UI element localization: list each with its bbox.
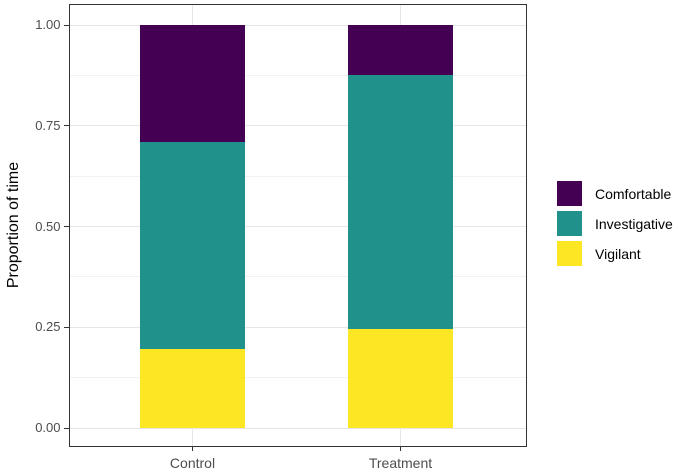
y-tick-label: 0.00 xyxy=(35,420,61,435)
bar-segment-control-comfortable xyxy=(140,25,245,142)
grid-minor-line xyxy=(68,175,527,177)
legend-label: Investigative xyxy=(595,215,673,232)
bar-segment-treatment-comfortable xyxy=(348,25,453,76)
x-tick-mark xyxy=(400,446,401,451)
grid-major-line xyxy=(68,427,527,429)
grid-major-line xyxy=(68,326,527,328)
legend-label: Vigilant xyxy=(595,245,641,262)
grid-minor-line xyxy=(68,276,527,278)
grid-minor-line xyxy=(68,74,527,76)
plot-panel xyxy=(68,3,527,447)
grid-major-line xyxy=(68,24,527,26)
legend-item-vigilant: Vigilant xyxy=(557,241,685,266)
x-tick-label-treatment: Treatment xyxy=(368,454,433,471)
legend-swatch xyxy=(557,241,582,266)
legend-item-investigative: Investigative xyxy=(557,211,685,236)
bar-segment-control-vigilant xyxy=(140,349,245,428)
grid-major-line xyxy=(68,125,527,127)
y-tick-label: 0.25 xyxy=(35,319,61,335)
x-tick-label-control: Control xyxy=(169,454,216,471)
bar-segment-treatment-vigilant xyxy=(348,329,453,428)
legend-label: Comfortable xyxy=(595,185,672,202)
y-axis-title: Proportion of time xyxy=(5,161,22,289)
y-tick-label: 0.50 xyxy=(35,218,61,234)
legend-swatch xyxy=(557,211,582,236)
y-tick-label: 0.75 xyxy=(35,117,61,133)
x-tick-mark xyxy=(192,446,193,451)
legend: Comfortable Investigative Vigilant xyxy=(557,181,685,276)
bar-segment-control-investigative xyxy=(140,141,245,350)
legend-item-comfortable: Comfortable xyxy=(557,181,685,206)
bar-segment-treatment-investigative xyxy=(348,75,453,330)
grid-major-line xyxy=(68,226,527,227)
legend-swatch xyxy=(557,181,582,206)
y-tick-label: 1.00 xyxy=(35,17,61,32)
grid-minor-line xyxy=(68,377,527,379)
